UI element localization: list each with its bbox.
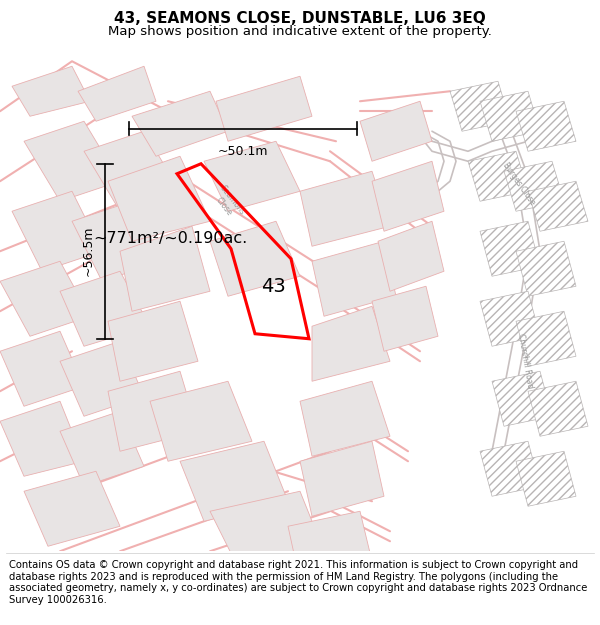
Text: ~56.5m: ~56.5m <box>81 226 94 276</box>
Polygon shape <box>12 66 90 116</box>
Polygon shape <box>72 201 162 281</box>
Polygon shape <box>300 171 390 246</box>
Polygon shape <box>528 381 588 436</box>
Text: Burges Close: Burges Close <box>501 161 537 207</box>
Polygon shape <box>150 381 252 461</box>
Polygon shape <box>300 381 390 456</box>
Polygon shape <box>312 241 396 316</box>
Polygon shape <box>480 441 540 496</box>
Polygon shape <box>12 191 102 271</box>
Text: Map shows position and indicative extent of the property.: Map shows position and indicative extent… <box>108 26 492 39</box>
Polygon shape <box>60 411 144 486</box>
Polygon shape <box>516 101 576 151</box>
Polygon shape <box>204 141 300 211</box>
Polygon shape <box>108 371 198 451</box>
Polygon shape <box>288 511 372 581</box>
Polygon shape <box>480 291 540 346</box>
Text: ~50.1m: ~50.1m <box>218 145 268 158</box>
Polygon shape <box>516 451 576 506</box>
Polygon shape <box>468 151 528 201</box>
Polygon shape <box>300 441 384 516</box>
Polygon shape <box>372 286 438 351</box>
Polygon shape <box>492 371 552 426</box>
Polygon shape <box>312 306 390 381</box>
Polygon shape <box>516 241 576 296</box>
Polygon shape <box>360 101 432 161</box>
Polygon shape <box>216 76 312 141</box>
Polygon shape <box>210 491 324 571</box>
Polygon shape <box>516 311 576 366</box>
Text: Churchill Road: Churchill Road <box>516 333 534 389</box>
Polygon shape <box>84 131 180 211</box>
Polygon shape <box>480 221 540 276</box>
Polygon shape <box>24 471 120 546</box>
Polygon shape <box>480 91 540 141</box>
Polygon shape <box>132 91 228 156</box>
Polygon shape <box>0 401 84 476</box>
Text: Contains OS data © Crown copyright and database right 2021. This information is : Contains OS data © Crown copyright and d… <box>9 560 587 605</box>
Polygon shape <box>180 441 288 521</box>
Polygon shape <box>78 66 156 121</box>
Polygon shape <box>24 121 120 201</box>
Polygon shape <box>60 271 150 346</box>
Polygon shape <box>372 161 444 231</box>
Polygon shape <box>60 341 144 416</box>
Text: ~771m²/~0.190ac.: ~771m²/~0.190ac. <box>93 231 247 246</box>
Polygon shape <box>0 261 90 336</box>
Text: 43, SEAMONS CLOSE, DUNSTABLE, LU6 3EQ: 43, SEAMONS CLOSE, DUNSTABLE, LU6 3EQ <box>114 11 486 26</box>
Polygon shape <box>108 156 210 241</box>
Text: 43: 43 <box>260 277 286 296</box>
Text: Seamons
Close: Seamons Close <box>209 184 247 224</box>
Polygon shape <box>210 221 300 296</box>
Polygon shape <box>0 331 84 406</box>
Polygon shape <box>450 81 510 131</box>
Polygon shape <box>504 161 564 211</box>
Polygon shape <box>120 226 210 311</box>
Polygon shape <box>378 221 444 291</box>
Polygon shape <box>108 301 198 381</box>
Polygon shape <box>528 181 588 231</box>
